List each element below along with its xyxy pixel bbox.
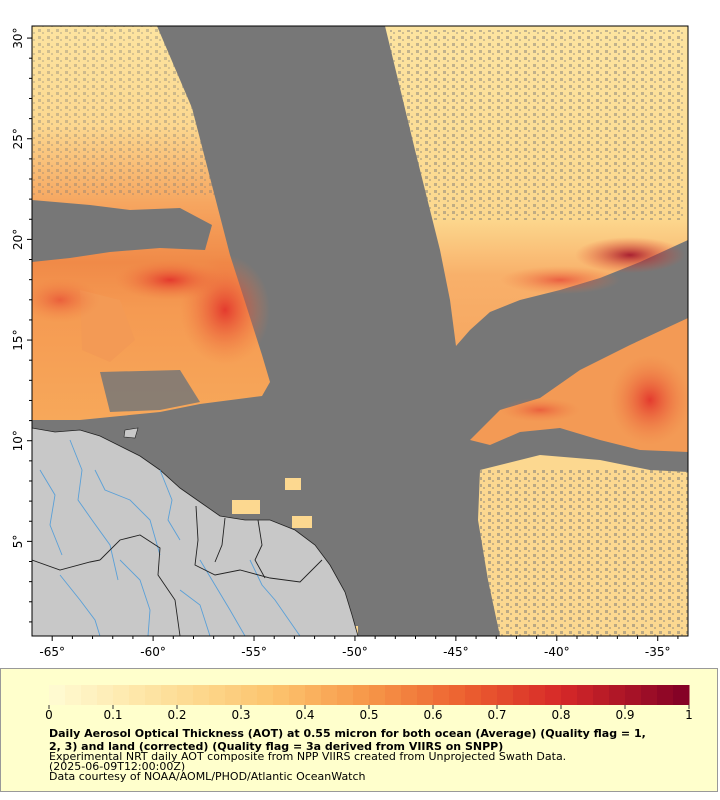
- colorbar-cell: [433, 685, 450, 705]
- colorbar-cell: [401, 685, 418, 705]
- colorbar-cell: [417, 685, 434, 705]
- colorbar-tick-label: 0: [45, 708, 53, 722]
- y-axis: 30° 25° 20° 15° 10° 5°: [11, 27, 32, 623]
- caption-title-line2: 2, 3) and land (corrected) (Quality flag…: [49, 740, 504, 753]
- colorbar-cell: [321, 685, 338, 705]
- colorbar-cell: [481, 685, 498, 705]
- colorbar-tick-label: 0.1: [103, 708, 122, 722]
- colorbar-cell: [545, 685, 562, 705]
- caption-date: (2025-06-09T12:00:00Z): [49, 760, 186, 773]
- legend-panel: 0 0.1 0.2 0.3 0.4 0.5 0.6 0.7 0.8 0.9 1 Daily Aero…: [0, 668, 718, 792]
- y-tick-label: 30°: [11, 27, 25, 48]
- y-tick-label: 15°: [11, 329, 25, 350]
- colorbar-cell: [177, 685, 194, 705]
- y-tick-label: 20°: [11, 229, 25, 250]
- colorbar-cell: [577, 685, 594, 705]
- colorbar-cell: [241, 685, 258, 705]
- colorbar-cell: [641, 685, 658, 705]
- colorbar-cell: [65, 685, 82, 705]
- x-tick-label: -60°: [140, 645, 166, 659]
- x-tick-label: -65°: [39, 645, 65, 659]
- colorbar-cell: [369, 685, 386, 705]
- x-tick-label: -55°: [241, 645, 267, 659]
- y-tick-label: 10°: [11, 430, 25, 451]
- colorbar-cell: [497, 685, 514, 705]
- colorbar-cell: [81, 685, 98, 705]
- colorbar-cell: [657, 685, 674, 705]
- caption-title-line1: Daily Aerosol Optical Thickness (AOT) at…: [49, 727, 646, 740]
- colorbar-tick-label: 0.3: [231, 708, 250, 722]
- colorbar-cell: [129, 685, 146, 705]
- colorbar-cell: [561, 685, 578, 705]
- x-tick-label: -50°: [342, 645, 368, 659]
- colorbar-cell: [257, 685, 274, 705]
- x-axis: -65° -60° -55° -50° -45° -40° -35°: [39, 636, 679, 659]
- colorbar-cell: [113, 685, 130, 705]
- x-tick-label: -40°: [544, 645, 570, 659]
- colorbar-cell: [193, 685, 210, 705]
- colorbar-tick-label: 0.2: [167, 708, 186, 722]
- colorbar-tick-label: 0.9: [615, 708, 634, 722]
- colorbar-cell: [145, 685, 162, 705]
- right-high-aot: [575, 237, 685, 273]
- caption-source: Experimental NRT daily AOT composite fro…: [49, 750, 567, 763]
- colorbar: 0 0.1 0.2 0.3 0.4 0.5 0.6 0.7 0.8 0.9 1: [45, 685, 693, 722]
- y-tick-label: 5°: [11, 535, 25, 549]
- colorbar-cell: [289, 685, 306, 705]
- colorbar-cell: [625, 685, 642, 705]
- rivers: [39, 439, 301, 636]
- colorbar-cell: [337, 685, 354, 705]
- colorbar-cell: [209, 685, 226, 705]
- caption-credit: Data courtesy of NOAA/AOML/PHOD/Atlantic…: [49, 770, 366, 783]
- aot-field: [32, 26, 688, 636]
- colorbar-tick-label: 0.4: [295, 708, 314, 722]
- colorbar-cell: [97, 685, 114, 705]
- map-frame: [31, 25, 689, 637]
- colorbar-cell: [513, 685, 530, 705]
- colorbar-cell: [609, 685, 626, 705]
- left-swath-gaps: [32, 200, 212, 262]
- aot-map: -65° -60° -55° -50° -45° -40° -35° 30° 25° 20° 15…: [11, 25, 689, 659]
- colorbar-cell: [225, 685, 242, 705]
- south-america-land: [32, 427, 359, 636]
- country-borders: [32, 505, 323, 636]
- colorbar-cell: [529, 685, 546, 705]
- colorbar-cell: [465, 685, 482, 705]
- colorbar-cell: [673, 685, 690, 705]
- colorbar-cell: [449, 685, 466, 705]
- colorbar-cell: [161, 685, 178, 705]
- colorbar-cell: [49, 685, 66, 705]
- colorbar-cell: [385, 685, 402, 705]
- colorbar-cell: [305, 685, 322, 705]
- colorbar-tick-label: 0.7: [487, 708, 506, 722]
- colorbar-tick-label: 1: [685, 708, 693, 722]
- y-tick-label: 25°: [11, 128, 25, 149]
- colorbar-cell: [353, 685, 370, 705]
- colorbar-tick-label: 0.8: [551, 708, 570, 722]
- x-tick-label: -35°: [645, 645, 671, 659]
- colorbar-tick-label: 0.6: [423, 708, 442, 722]
- map-canvas: -65° -60° -55° -50° -45° -40° -35° 30° 25° 20° 15…: [11, 25, 689, 659]
- colorbar-cell: [273, 685, 290, 705]
- colorbar-tick-label: 0.5: [359, 708, 378, 722]
- colorbar-cell: [593, 685, 610, 705]
- x-tick-label: -45°: [443, 645, 469, 659]
